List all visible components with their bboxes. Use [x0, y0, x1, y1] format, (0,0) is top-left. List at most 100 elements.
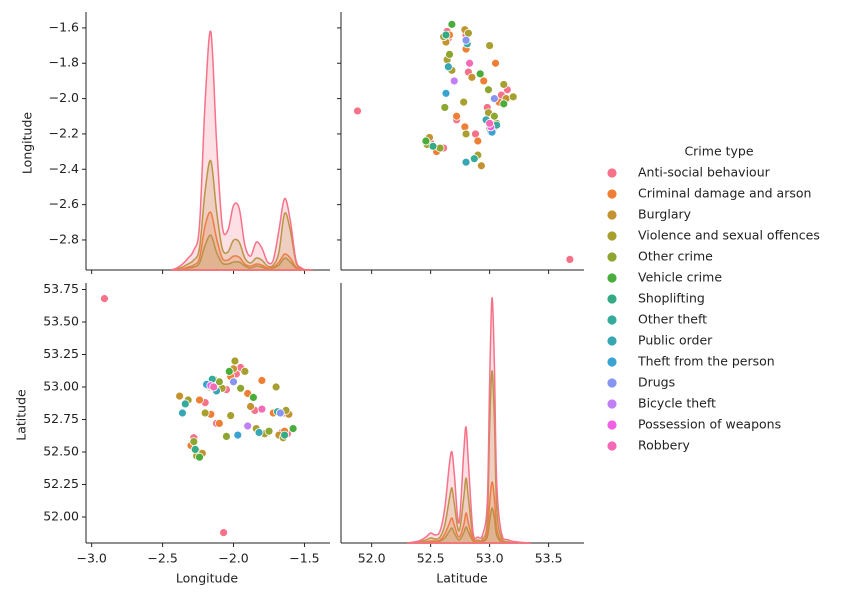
scatter-point	[447, 19, 457, 29]
scatter-point	[499, 99, 509, 109]
legend-label: Bicycle theft	[638, 396, 716, 411]
y-tick-label: 53.75	[43, 281, 79, 296]
scatter-point	[508, 92, 518, 102]
legend-marker	[606, 440, 618, 452]
scatter-point	[499, 80, 509, 89]
scatter-point	[465, 58, 474, 68]
legend-marker	[606, 251, 618, 263]
scatter-point	[461, 35, 471, 45]
scatter-point	[461, 157, 471, 167]
kde-area	[171, 211, 313, 271]
scatter-point	[233, 430, 243, 440]
scatter-point	[449, 76, 459, 86]
kde-area	[170, 30, 313, 271]
scatter-point	[209, 382, 219, 392]
y-axis-label: Longitude	[20, 112, 35, 174]
legend-marker	[606, 209, 618, 221]
kde-area	[406, 297, 531, 544]
scatter-point	[280, 430, 290, 440]
legend-marker	[606, 293, 618, 305]
legend-marker	[606, 230, 618, 242]
x-tick-label: 53.5	[535, 551, 563, 566]
y-axis-label: Latitude	[14, 389, 29, 441]
legend-marker	[606, 335, 618, 347]
scatter-point	[190, 444, 200, 454]
scatter-point	[485, 118, 495, 128]
scatter-point	[257, 404, 267, 414]
scatter-point	[428, 141, 438, 151]
scatter-point	[435, 143, 445, 153]
x-tick-label: −1.5	[289, 551, 319, 566]
legend-label: Possession of weapons	[638, 417, 781, 432]
scatter-point	[257, 376, 267, 385]
legend-label: Burglary	[638, 207, 692, 222]
legend-label: Violence and sexual offences	[638, 228, 820, 243]
legend-marker	[606, 419, 618, 431]
legend-label: Public order	[638, 333, 713, 348]
scatter-point	[229, 377, 238, 387]
y-tick-label: −2.6	[49, 196, 79, 211]
scatter-point	[200, 408, 210, 418]
scatter-point	[195, 395, 204, 405]
scatter-point	[461, 129, 471, 139]
legend-marker	[606, 188, 618, 200]
scatter-point	[236, 383, 246, 393]
scatter-point	[222, 431, 231, 441]
legend-marker	[606, 356, 618, 368]
scatter-point	[254, 428, 264, 437]
scatter-point	[484, 85, 493, 95]
scatter-point	[565, 254, 575, 264]
kde-area	[171, 234, 313, 271]
legend-label: Vehicle crime	[638, 270, 722, 285]
scatter-point	[421, 136, 431, 146]
y-tick-label: 52.00	[43, 509, 79, 524]
scatter-point	[452, 111, 462, 121]
scatter-point	[243, 421, 253, 431]
scatter-point	[240, 366, 250, 376]
y-tick-label: −1.8	[49, 55, 79, 70]
scatter-point	[473, 136, 483, 146]
legend-marker	[606, 272, 618, 284]
y-tick-label: −2.0	[49, 90, 79, 105]
legend-label: Shoplifting	[638, 291, 705, 306]
x-axis-label: Latitude	[436, 571, 488, 586]
x-tick-label: 52.0	[358, 551, 386, 566]
scatter-point	[224, 366, 234, 376]
scatter-point	[489, 94, 499, 103]
y-tick-label: 53.25	[43, 346, 79, 361]
y-tick-label: 52.75	[43, 411, 79, 426]
kde-area	[170, 159, 313, 271]
scatter-point	[479, 76, 489, 86]
scatter-point	[230, 356, 240, 366]
x-tick-label: 53.0	[476, 551, 504, 566]
scatter-point	[195, 452, 204, 462]
legend-marker	[606, 167, 618, 179]
legend-label: Other theft	[638, 312, 707, 327]
scatter-point	[476, 161, 486, 171]
scatter-point	[441, 30, 451, 40]
scatter-point	[178, 408, 187, 418]
scatter-point	[214, 418, 224, 428]
scatter-point	[288, 424, 298, 434]
y-tick-label: −2.4	[49, 161, 79, 176]
x-axis-label: Longitude	[176, 571, 238, 586]
scatter-point	[489, 111, 499, 121]
scatter-point	[353, 106, 362, 116]
legend-label: Other crime	[638, 249, 713, 264]
legend-label: Robbery	[638, 438, 690, 453]
scatter-point	[275, 408, 285, 418]
x-tick-label: −2.0	[218, 551, 248, 566]
scatter-point	[491, 58, 500, 68]
scatter-point	[440, 103, 450, 112]
scatter-point	[443, 62, 453, 72]
scatter-point	[175, 391, 185, 401]
scatter-point	[264, 426, 274, 436]
scatter-point	[271, 382, 281, 392]
scatter-point	[246, 402, 255, 411]
x-tick-label: −3.0	[76, 551, 106, 566]
y-tick-label: 52.25	[43, 476, 79, 491]
scatter-point	[469, 154, 479, 164]
x-tick-label: −2.5	[147, 551, 177, 566]
legend-marker	[606, 377, 618, 389]
